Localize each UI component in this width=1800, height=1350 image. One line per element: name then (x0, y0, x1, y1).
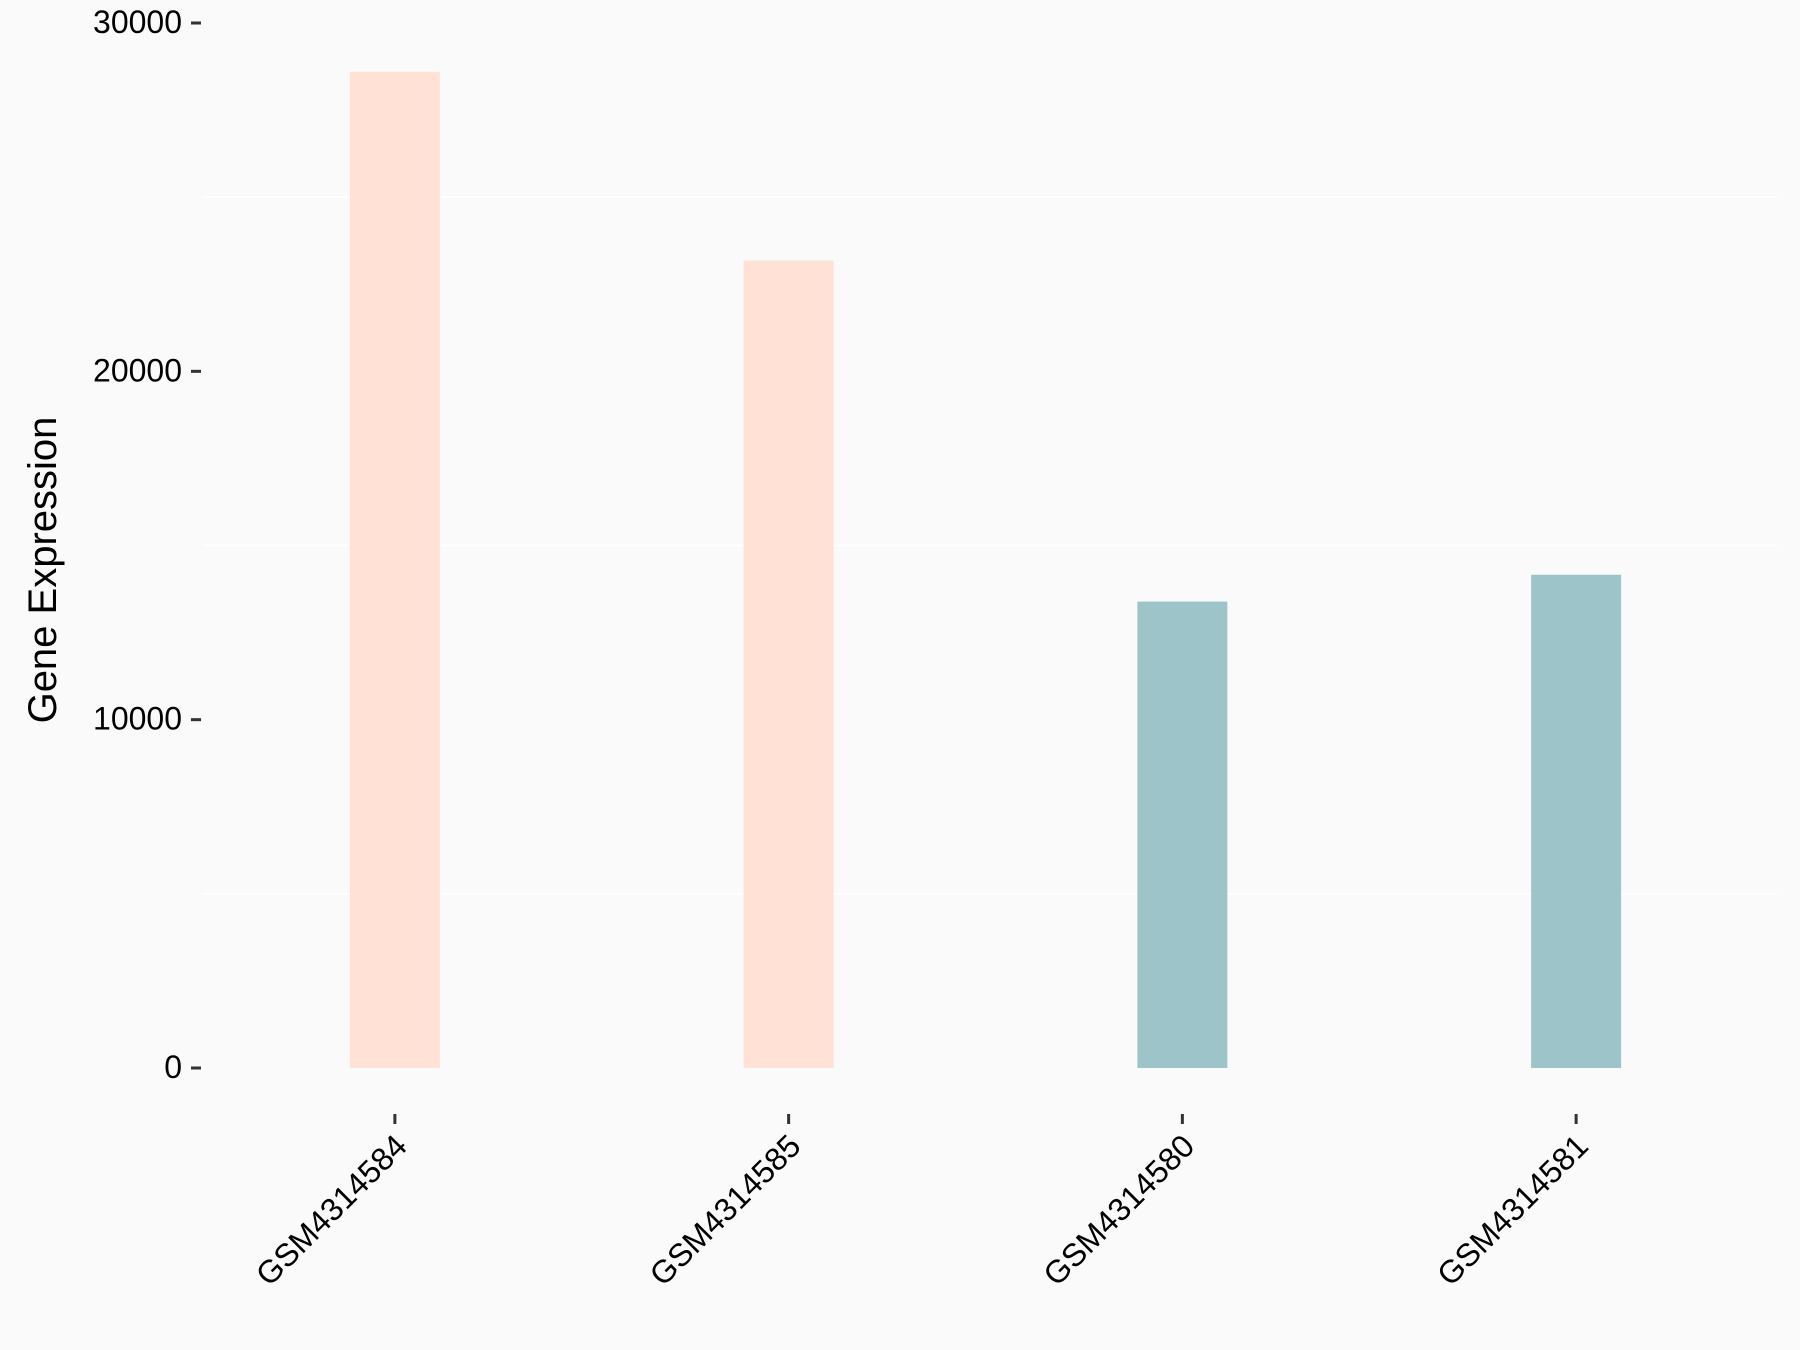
grid-lines (202, 196, 1777, 895)
x-axis: GSM4314584 GSM4314585 GSM4314580 GSM4314581 (249, 1114, 1595, 1293)
bars (349, 71, 1622, 1069)
bar-GSM4314581 (1531, 574, 1622, 1068)
x-tick-label: GSM4314584 (249, 1127, 414, 1292)
bar-GSM4314584 (349, 71, 440, 1069)
x-tick-label: GSM4314581 (1430, 1127, 1595, 1292)
x-tick-label: GSM4314580 (1036, 1127, 1201, 1292)
y-axis-label: Gene Expression (21, 417, 65, 724)
bar-GSM4314580 (1137, 601, 1228, 1068)
x-tick-label: GSM4314585 (642, 1127, 807, 1292)
y-tick-label: 0 (164, 1049, 182, 1085)
y-tick-label: 20000 (93, 352, 182, 388)
y-tick-label: 30000 (93, 4, 182, 40)
y-tick-label: 10000 (93, 701, 182, 737)
bar-GSM4314585 (743, 260, 834, 1068)
y-axis: 0 10000 20000 30000 (93, 4, 201, 1085)
